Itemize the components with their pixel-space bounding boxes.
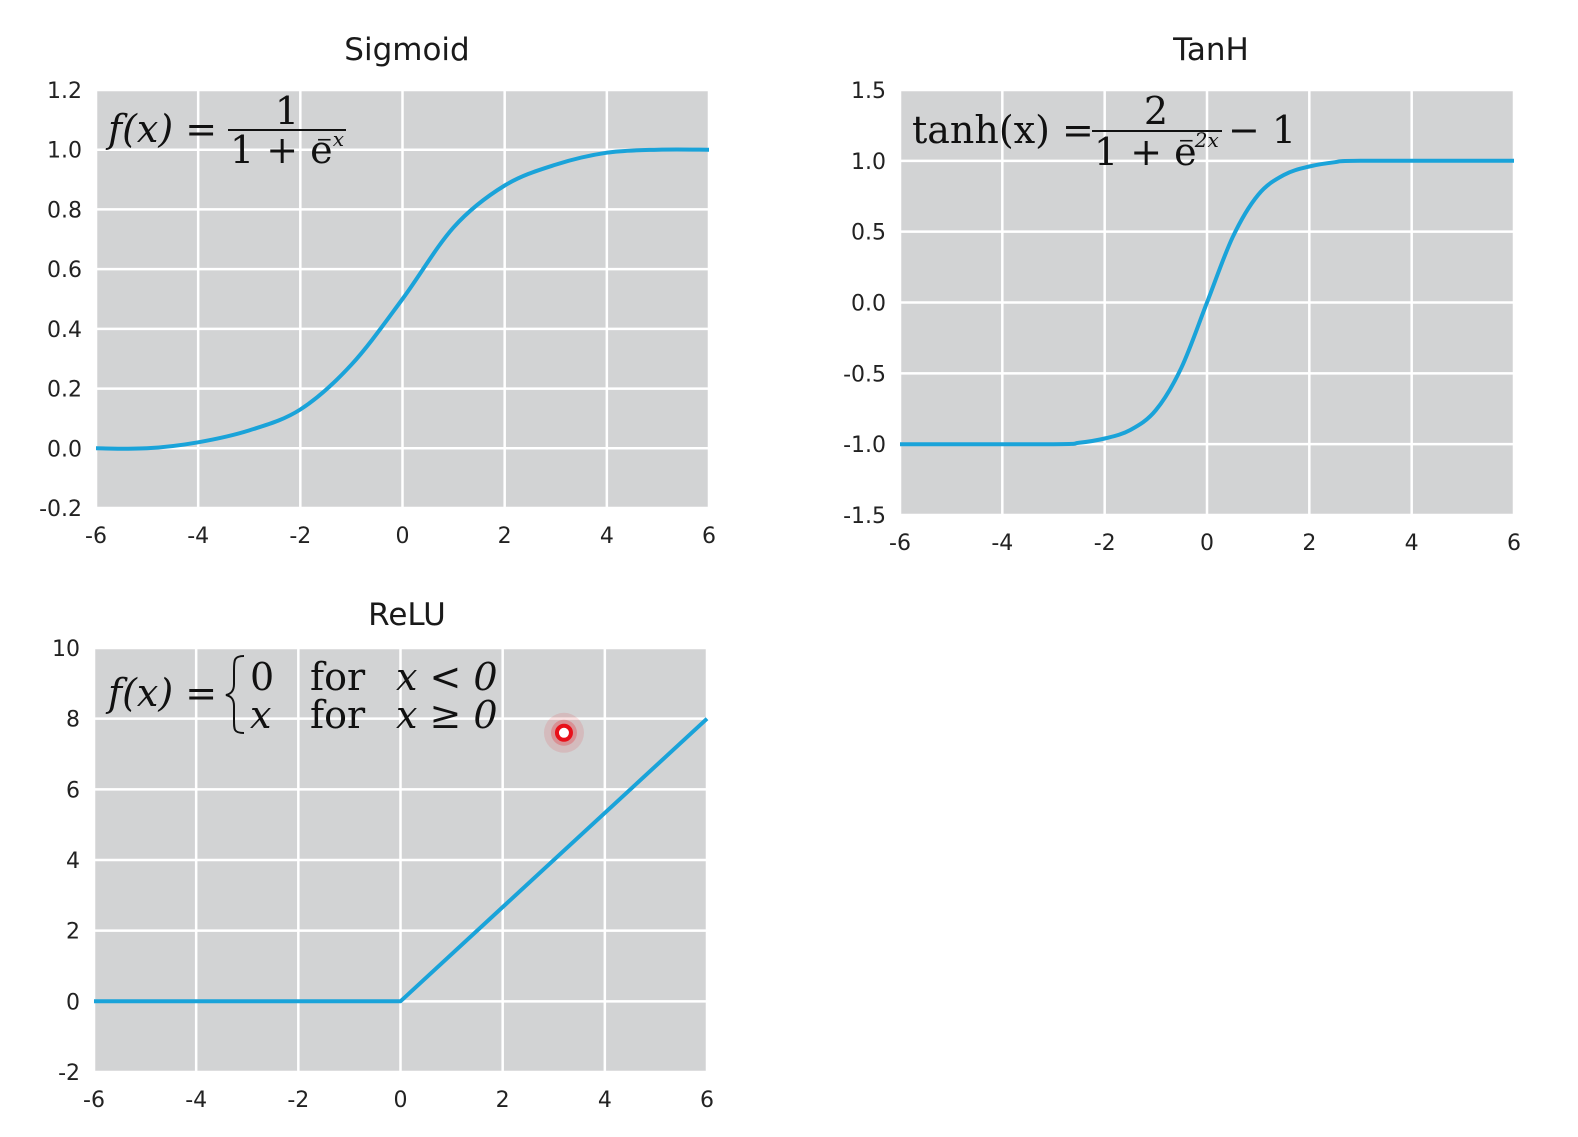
relu-x-tick-label: 6 bbox=[700, 1088, 714, 1113]
cursor-ring bbox=[554, 723, 573, 742]
sigmoid-y-tick-label: -0.2 bbox=[39, 497, 82, 522]
relu-formula-case1-value: 0 bbox=[250, 655, 274, 699]
sigmoid-formula-denominator: 1 + e bbox=[230, 128, 333, 172]
relu-title: ReLU bbox=[368, 597, 446, 633]
relu-y-tick-label: -2 bbox=[58, 1061, 80, 1086]
tanh-y-tick-label: -1.5 bbox=[843, 504, 886, 529]
relu-formula: f(x) = 0 for x < 0 x for x ≥ 0 bbox=[105, 655, 498, 737]
sigmoid-x-tick-label: 4 bbox=[600, 524, 614, 549]
tanh-y-tick-label: 0.5 bbox=[851, 221, 886, 246]
relu-formula-case1-cond: x < 0 bbox=[396, 655, 498, 699]
tanh-y-ticks: -1.5 -1.0 -0.5 0.0 0.5 1.0 1.5 bbox=[843, 79, 886, 529]
relu-y-tick-label: 6 bbox=[66, 778, 80, 803]
tanh-series-line bbox=[899, 158, 1515, 447]
tanh-x-tick-label: -6 bbox=[889, 531, 911, 556]
tanh-x-tick-label: -4 bbox=[991, 531, 1013, 556]
relu-x-tick-label: 2 bbox=[496, 1088, 510, 1113]
sigmoid-y-tick-label: 0.4 bbox=[47, 318, 82, 343]
relu-y-ticks: -2 0 2 4 6 8 10 bbox=[52, 637, 80, 1086]
sigmoid-y-tick-label: 0.0 bbox=[47, 437, 82, 462]
relu-x-ticks: -6 -4 -2 0 2 4 6 bbox=[83, 1088, 714, 1113]
chart-relu: -2 0 2 4 6 8 10 -6 -4 -2 0 2 4 6 ReLU f(x) = 0 for x… bbox=[52, 597, 714, 1113]
tanh-x-ticks: -6 -4 -2 0 2 4 6 bbox=[889, 531, 1521, 556]
sigmoid-y-tick-label: 0.6 bbox=[47, 258, 82, 283]
relu-y-tick-label: 8 bbox=[66, 708, 80, 733]
relu-formula-brace bbox=[225, 655, 245, 734]
relu-y-tick-label: 4 bbox=[66, 849, 80, 874]
tanh-formula-lhs: tanh(x) = bbox=[912, 108, 1094, 152]
chart-sigmoid: -0.2 0.0 0.2 0.4 0.6 0.8 1.0 1.2 -6 -4 -2 0 2 4 6 Sig… bbox=[39, 32, 716, 549]
relu-y-tick-label: 10 bbox=[52, 637, 80, 662]
relu-x-tick-label: -4 bbox=[185, 1088, 207, 1113]
tanh-formula-exponent: −2x bbox=[1178, 128, 1219, 152]
tanh-x-tick-label: 2 bbox=[1302, 531, 1316, 556]
relu-x-tick-label: 0 bbox=[394, 1088, 408, 1113]
tanh-formula: tanh(x) = 2 1 + e −2x − 1 bbox=[912, 89, 1296, 174]
tanh-y-tick-label: -1.0 bbox=[843, 433, 886, 458]
tanh-x-tick-label: 6 bbox=[1507, 531, 1521, 556]
sigmoid-x-tick-label: 2 bbox=[498, 524, 512, 549]
relu-formula-case2-word: for bbox=[310, 693, 366, 737]
sigmoid-x-tick-label: -4 bbox=[187, 524, 209, 549]
sigmoid-x-tick-label: -2 bbox=[289, 524, 311, 549]
tanh-grid bbox=[898, 88, 1516, 517]
sigmoid-grid bbox=[94, 88, 711, 510]
sigmoid-x-tick-label: -6 bbox=[85, 524, 107, 549]
sigmoid-title: Sigmoid bbox=[344, 32, 469, 68]
tanh-y-tick-label: -0.5 bbox=[843, 362, 886, 387]
tanh-y-tick-label: 1.0 bbox=[851, 150, 886, 175]
tanh-x-tick-label: 4 bbox=[1405, 531, 1419, 556]
relu-formula-case1-word: for bbox=[310, 655, 366, 699]
sigmoid-formula-lhs: f(x) = bbox=[105, 107, 217, 151]
tanh-y-tick-label: 0.0 bbox=[851, 292, 886, 317]
relu-series bbox=[94, 717, 709, 1004]
relu-series-line bbox=[94, 717, 709, 1004]
relu-x-tick-label: 4 bbox=[598, 1088, 612, 1113]
sigmoid-formula-exponent: −x bbox=[316, 127, 344, 151]
relu-formula-case2-value: x bbox=[250, 693, 271, 737]
tanh-x-tick-label: -2 bbox=[1094, 531, 1116, 556]
tanh-series bbox=[899, 158, 1515, 447]
tanh-formula-numerator: 2 bbox=[1144, 89, 1168, 133]
relu-formula-lhs: f(x) = bbox=[105, 671, 217, 715]
sigmoid-series-line bbox=[95, 147, 710, 451]
relu-x-tick-label: -2 bbox=[287, 1088, 309, 1113]
relu-y-tick-label: 0 bbox=[66, 990, 80, 1015]
sigmoid-y-tick-label: 0.8 bbox=[47, 198, 82, 223]
tanh-formula-suffix: − 1 bbox=[1228, 108, 1296, 152]
chart-tanh: -1.5 -1.0 -0.5 0.0 0.5 1.0 1.5 -6 -4 -2 0 2 4 6 TanH… bbox=[843, 32, 1521, 556]
sigmoid-formula-numerator: 1 bbox=[275, 89, 299, 133]
sigmoid-y-tick-label: 0.2 bbox=[47, 378, 82, 403]
sigmoid-x-ticks: -6 -4 -2 0 2 4 6 bbox=[85, 524, 716, 549]
sigmoid-x-tick-label: 6 bbox=[702, 524, 716, 549]
relu-formula-case2-cond: x ≥ 0 bbox=[396, 693, 498, 737]
tanh-x-tick-label: 0 bbox=[1200, 531, 1214, 556]
tanh-formula-denominator: 1 + e bbox=[1094, 130, 1197, 174]
sigmoid-x-tick-label: 0 bbox=[396, 524, 410, 549]
tanh-y-tick-label: 1.5 bbox=[851, 79, 886, 104]
sigmoid-y-tick-label: 1.2 bbox=[47, 79, 82, 104]
tanh-title: TanH bbox=[1172, 32, 1249, 68]
relu-x-tick-label: -6 bbox=[83, 1088, 105, 1113]
sigmoid-formula: f(x) = 1 1 + e −x bbox=[105, 89, 346, 172]
sigmoid-y-ticks: -0.2 0.0 0.2 0.4 0.6 0.8 1.0 1.2 bbox=[39, 79, 82, 522]
sigmoid-y-tick-label: 1.0 bbox=[47, 139, 82, 164]
mouse-cursor-indicator bbox=[543, 712, 584, 753]
relu-y-tick-label: 2 bbox=[66, 920, 80, 945]
sigmoid-series bbox=[95, 147, 710, 451]
